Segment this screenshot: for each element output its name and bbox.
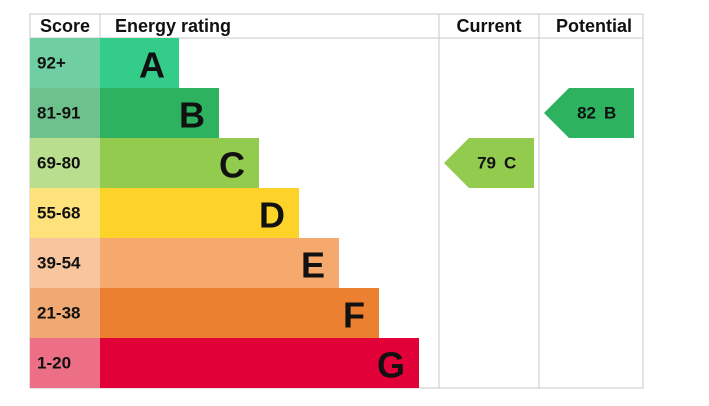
score-cell <box>30 288 100 338</box>
current-header: Current <box>456 16 521 36</box>
rating-bar <box>100 338 419 388</box>
rating-bar <box>100 38 179 88</box>
rating-header: Energy rating <box>115 16 231 36</box>
rating-bar <box>100 288 379 338</box>
rating-letter: D <box>259 195 285 236</box>
current-letter: C <box>504 154 516 173</box>
score-cell <box>30 138 100 188</box>
score-label: 21-38 <box>37 304 80 323</box>
score-cell <box>30 88 100 138</box>
potential-letter: B <box>604 104 616 123</box>
score-label: 81-91 <box>37 104 80 123</box>
score-label: 92+ <box>37 54 66 73</box>
score-cell <box>30 38 100 88</box>
score-header: Score <box>40 16 90 36</box>
rating-bar <box>100 88 219 138</box>
score-label: 69-80 <box>37 154 80 173</box>
potential-arrow <box>544 88 634 138</box>
score-cell <box>30 338 100 388</box>
rating-bar <box>100 188 299 238</box>
rating-letter: A <box>139 45 165 86</box>
rating-letter: C <box>219 145 245 186</box>
current-value: 79 <box>477 154 496 173</box>
score-cell <box>30 188 100 238</box>
rating-letter: E <box>301 245 325 286</box>
rating-bar <box>100 138 259 188</box>
potential-value: 82 <box>577 104 596 123</box>
current-arrow <box>444 138 534 188</box>
score-label: 55-68 <box>37 204 80 223</box>
score-label: 39-54 <box>37 254 81 273</box>
score-label: 1-20 <box>37 354 71 373</box>
potential-header: Potential <box>556 16 632 36</box>
rating-bar <box>100 238 339 288</box>
rating-letter: F <box>343 295 365 336</box>
score-cell <box>30 238 100 288</box>
rating-letter: B <box>179 95 205 136</box>
rating-letter: G <box>377 345 405 386</box>
